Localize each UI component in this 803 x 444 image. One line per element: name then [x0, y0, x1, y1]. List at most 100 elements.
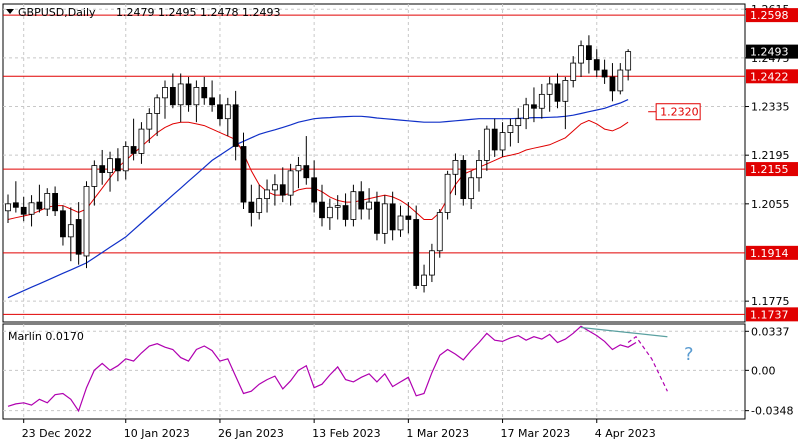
candle — [20, 196, 27, 222]
marlin-indicator: 0.0337 0.00 -0.0348 — [3, 324, 793, 419]
candle — [99, 149, 106, 185]
candle — [271, 174, 278, 206]
candle — [232, 90, 239, 161]
candle — [162, 80, 168, 119]
candle — [428, 243, 435, 283]
candle-body — [617, 69, 624, 92]
candle — [491, 118, 498, 157]
candle — [538, 83, 545, 119]
level-price-box — [746, 162, 798, 177]
candle — [138, 122, 145, 164]
candle-body — [209, 97, 216, 106]
candle-body — [358, 191, 365, 210]
candle-body — [366, 201, 373, 210]
candle-body — [350, 191, 357, 220]
candle-body — [224, 104, 231, 120]
time-tick-label: 10 Jan 2023 — [124, 427, 190, 440]
price-tick-label: 1.2195 — [751, 149, 790, 162]
candle-body — [67, 224, 74, 238]
candle-body — [201, 87, 208, 99]
candle — [625, 49, 632, 81]
candle — [389, 191, 396, 241]
candle-body — [311, 177, 318, 203]
candle-body — [468, 177, 475, 200]
candle — [397, 205, 404, 237]
candle-body — [44, 193, 51, 210]
candle — [523, 97, 529, 130]
candle — [468, 170, 475, 210]
level-price-box — [746, 8, 798, 23]
candle — [115, 148, 121, 182]
candle-body — [146, 113, 153, 130]
candle-body — [625, 51, 632, 71]
candle-body — [295, 165, 302, 172]
candle — [546, 76, 553, 112]
candle — [248, 184, 255, 227]
candle — [334, 195, 341, 220]
candle — [36, 184, 43, 213]
level-price-box — [746, 307, 798, 322]
question-annotation: ? — [684, 344, 694, 365]
level-price-box — [746, 245, 798, 260]
time-axis: 23 Dec 2022 10 Jan 2023 26 Jan 2023 13 Feb … — [22, 419, 656, 440]
main-gridlines — [3, 4, 745, 322]
candle-body — [232, 104, 239, 147]
candle-body — [115, 158, 121, 172]
candle — [209, 80, 216, 112]
candle — [67, 207, 74, 262]
candle — [193, 80, 200, 123]
collapse-arrow-icon[interactable] — [6, 9, 14, 14]
candle-body — [83, 186, 90, 257]
time-tick-label: 13 Feb 2023 — [312, 427, 380, 440]
candle-body — [248, 201, 255, 213]
candle-body — [20, 206, 27, 215]
candle — [554, 73, 561, 109]
candle — [91, 160, 98, 206]
candle — [586, 35, 592, 74]
candle — [452, 153, 459, 196]
candle-body — [397, 215, 404, 231]
marlin-tick-label: 0.0337 — [751, 325, 790, 338]
candle-body — [538, 93, 545, 109]
candle-body — [405, 215, 412, 220]
candle — [264, 179, 270, 213]
candle-body — [287, 170, 294, 196]
candle — [311, 160, 318, 213]
support-resistance-levels — [3, 14, 745, 315]
candle — [303, 136, 310, 185]
candle — [107, 151, 113, 192]
price-tick-label: 1.2055 — [751, 198, 790, 211]
candle — [476, 149, 482, 192]
candle — [122, 141, 129, 180]
candle — [617, 63, 624, 95]
candle — [601, 59, 608, 84]
candle — [28, 195, 35, 227]
candle — [177, 73, 184, 123]
candle-body — [5, 203, 11, 212]
candle — [5, 194, 11, 223]
candle-body — [546, 83, 553, 95]
candle — [130, 118, 137, 161]
candle-body — [476, 159, 482, 179]
candle-body — [28, 202, 35, 215]
slow-ma-line — [7, 99, 629, 299]
price-tick-label: 1.2335 — [751, 101, 790, 114]
candle-body — [342, 205, 349, 220]
candle-body — [381, 203, 388, 234]
current-price-label: 1.2493 — [750, 46, 789, 59]
candle — [413, 205, 420, 289]
candle-body — [122, 146, 129, 172]
candle-body — [91, 165, 98, 187]
moving-averages — [7, 99, 629, 299]
candle — [279, 167, 286, 203]
candle — [256, 184, 263, 220]
candle-body — [319, 201, 325, 219]
candle — [444, 170, 451, 220]
candle-body — [601, 69, 608, 78]
candle — [217, 94, 223, 126]
time-tick-label: 4 Apr 2023 — [595, 427, 656, 440]
candle — [44, 188, 51, 216]
main-panel-frame — [2, 3, 746, 323]
candle-body — [570, 62, 577, 81]
candle-body — [99, 165, 106, 173]
